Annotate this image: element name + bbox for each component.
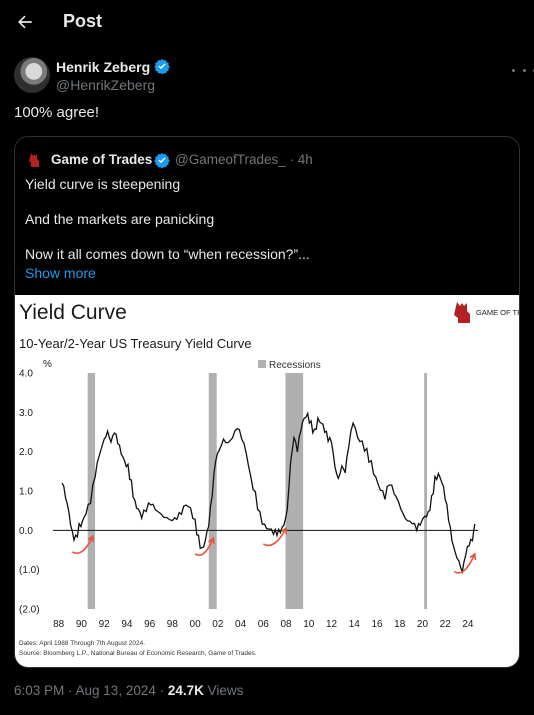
x-tick-label: 24 (462, 619, 474, 630)
legend-swatch (258, 360, 266, 368)
y-tick-label: 4.0 (19, 369, 33, 380)
quoted-text-line: And the markets are panicking (25, 211, 215, 227)
quoted-verified-badge-icon (154, 152, 170, 169)
x-tick-label: 90 (76, 619, 88, 630)
legend-label: Recessions (269, 360, 321, 371)
trend-arrow-head (280, 526, 287, 535)
y-tick-label: (1.0) (19, 565, 40, 576)
post-author: Henrik Zeberg @HenrikZeberg (14, 57, 534, 97)
x-tick-label: 18 (394, 619, 406, 630)
author-avatar[interactable] (14, 57, 50, 93)
x-tick-label: 08 (280, 619, 292, 630)
recession-band (424, 373, 428, 609)
post-timestamp[interactable]: 6:03 PM · Aug 13, 2024 · (14, 683, 168, 698)
view-count: 24.7K (167, 683, 204, 698)
x-tick-label: 88 (53, 619, 65, 630)
trend-arrow (194, 537, 215, 556)
top-bar: Post (0, 0, 534, 44)
recession-band (87, 373, 96, 609)
quoted-text-line: Yield curve is steepening (25, 176, 181, 192)
chart-footnote-dates: Dates: April 1988 Through 7th August 202… (19, 640, 145, 647)
trend-arrow-head (87, 534, 94, 543)
logo-text: GAME OF TRADES (476, 308, 519, 317)
yield-curve-line (61, 411, 476, 575)
back-arrow-icon[interactable] (12, 9, 38, 35)
yield-curve-chart-image[interactable]: Yield Curve 10-Year/2-Year US Treasury Y… (15, 295, 519, 667)
trend-arrow-head (208, 536, 215, 545)
quoted-text-line: Now it all comes down to “when recession… (25, 246, 310, 262)
y-tick-label: 3.0 (19, 408, 33, 419)
quoted-post[interactable]: Game of Trades @GameofTrades_ · 4h Yield… (14, 136, 520, 668)
trend-arrow (71, 535, 94, 555)
chart-title: Yield Curve (19, 301, 127, 324)
x-tick-label: 10 (303, 619, 315, 630)
chart-subtitle: 10-Year/2-Year US Treasury Yield Curve (19, 336, 251, 351)
trend-arrow (262, 527, 287, 547)
x-tick-label: 04 (235, 619, 247, 630)
quoted-author-handle: @GameofTrades_ · 4h (175, 152, 313, 167)
x-tick-label: 16 (371, 619, 383, 630)
x-tick-label: 22 (440, 619, 452, 630)
logo: GAME OF TRADES (454, 302, 519, 323)
quoted-author-avatar (25, 150, 45, 170)
author-name[interactable]: Henrik Zeberg (56, 59, 151, 75)
quoted-author-name: Game of Trades (51, 152, 153, 167)
y-tick-label: (2.0) (19, 605, 40, 616)
page-title: Post (63, 11, 103, 31)
x-tick-label: 00 (190, 619, 202, 630)
x-tick-label: 14 (349, 619, 361, 630)
more-options-icon[interactable] (512, 63, 534, 77)
x-tick-label: 94 (121, 619, 133, 630)
chart-footnote-source: Source: Bloomberg L.P., National Bureau … (19, 650, 257, 657)
y-tick-label: 2.0 (19, 447, 33, 458)
y-tick-label: 1.0 (19, 487, 33, 498)
x-tick-label: 12 (326, 619, 338, 630)
y-axis-unit: % (43, 359, 52, 370)
x-tick-label: 06 (258, 619, 270, 630)
yield-curve-chart: Yield Curve 10-Year/2-Year US Treasury Y… (19, 301, 519, 657)
post-text: 100% agree! (14, 104, 100, 121)
x-tick-label: 20 (417, 619, 429, 630)
verified-badge-icon (154, 58, 170, 75)
show-more-link[interactable]: Show more (25, 265, 96, 281)
x-tick-label: 02 (212, 619, 224, 630)
views-label: Views (203, 683, 244, 698)
x-tick-label: 96 (144, 619, 156, 630)
trend-arrow (453, 553, 476, 574)
author-handle[interactable]: @HenrikZeberg (56, 77, 156, 93)
post-meta: 6:03 PM · Aug 13, 2024 · 24.7K Views (14, 683, 243, 698)
x-tick-label: 92 (99, 619, 111, 630)
recession-band (285, 373, 304, 609)
trend-arrow-head (469, 552, 477, 560)
x-tick-label: 98 (167, 619, 179, 630)
y-tick-label: 0.0 (19, 526, 33, 537)
